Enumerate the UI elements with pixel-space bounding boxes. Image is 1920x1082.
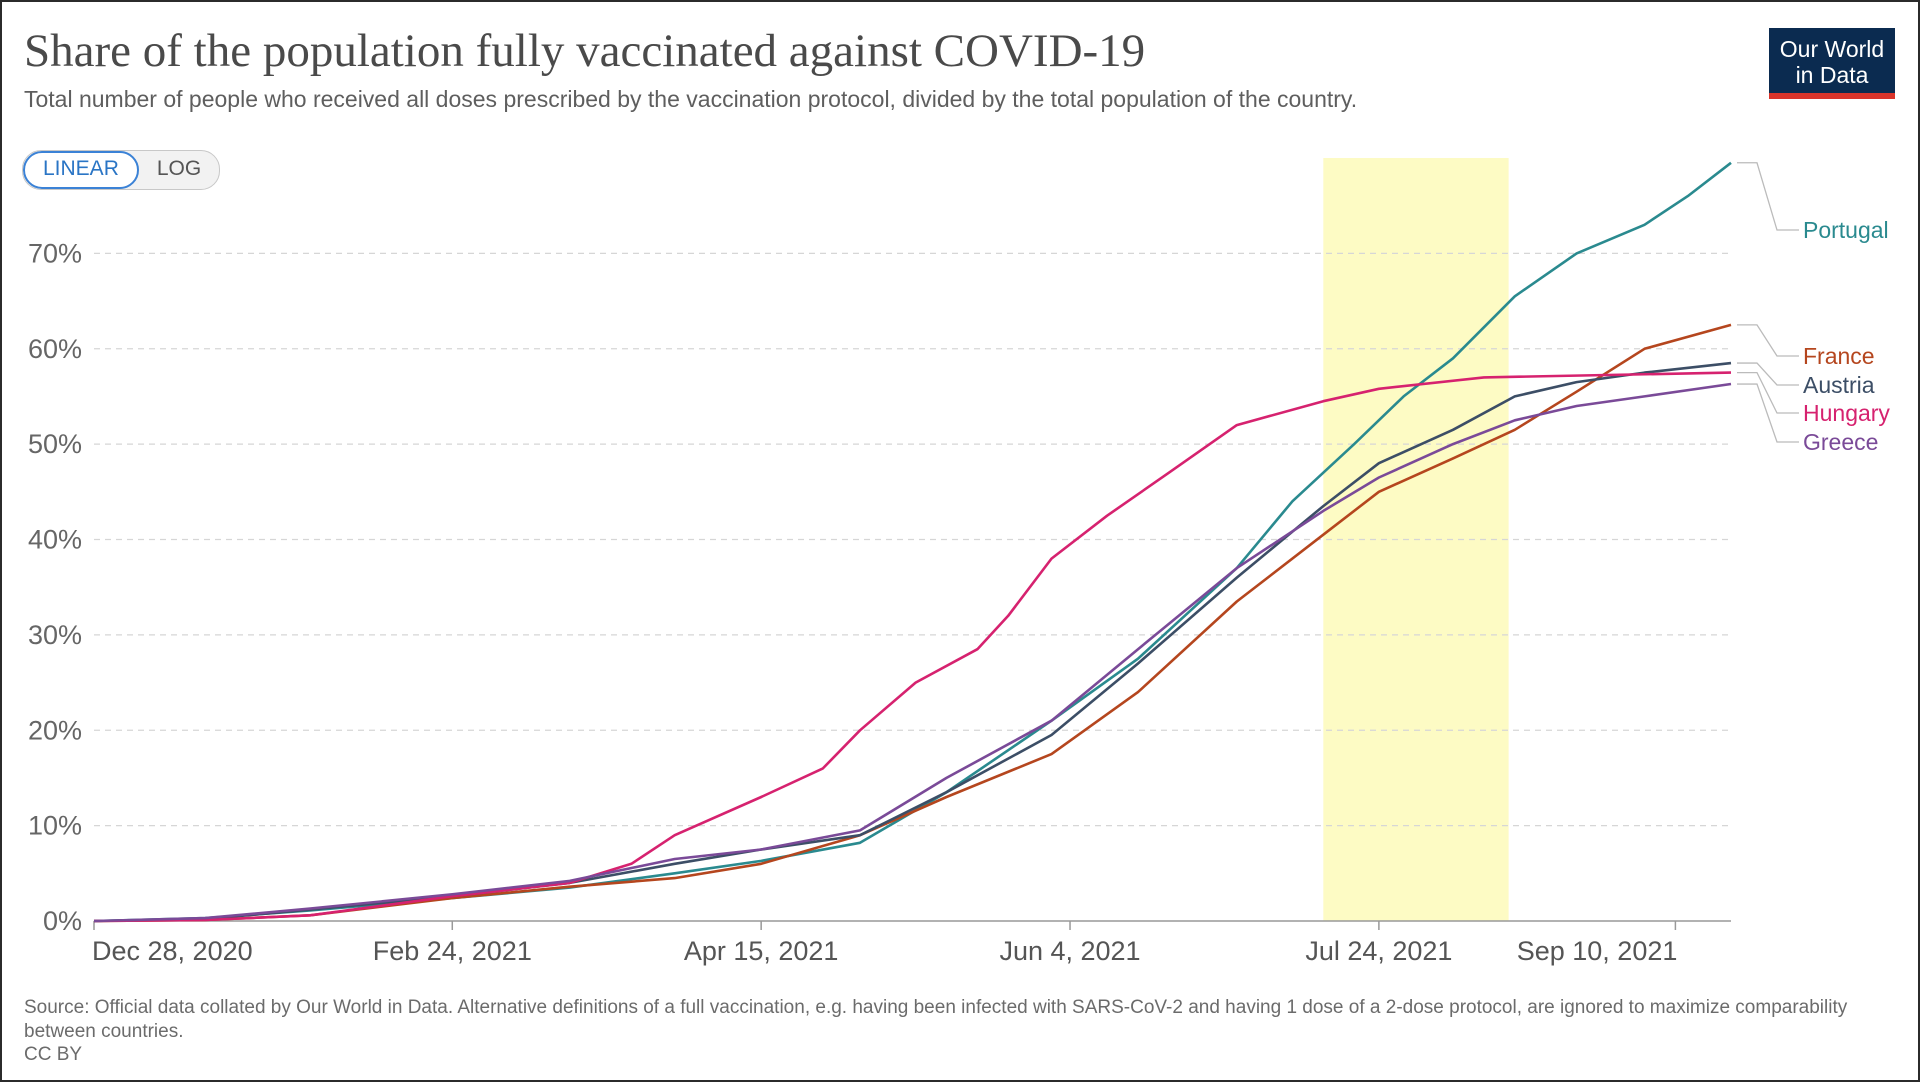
y-tick-label: 30% — [28, 620, 82, 650]
x-tick-label: Dec 28, 2020 — [92, 936, 253, 966]
chart-subtitle: Total number of people who received all … — [24, 86, 1358, 112]
series-label-portugal: Portugal — [1803, 217, 1889, 243]
series-line-hungary — [93, 371, 1732, 923]
logo-line-2: in Data — [1795, 62, 1869, 88]
scale-toggle: LINEAR LOG — [22, 150, 221, 190]
series-label-greece: Greece — [1803, 429, 1878, 455]
label-connector — [1737, 362, 1799, 386]
series-label-austria: Austria — [1803, 372, 1875, 398]
x-tick-label: Jun 4, 2021 — [999, 936, 1140, 966]
x-tick-label: Feb 24, 2021 — [373, 936, 532, 966]
y-tick-label: 50% — [28, 429, 82, 459]
label-connector — [1737, 383, 1799, 443]
linear-scale-button[interactable]: LINEAR — [23, 151, 139, 189]
x-tick-label: Sep 10, 2021 — [1517, 936, 1678, 966]
chart-title: Share of the population fully vaccinated… — [24, 25, 1146, 77]
x-tick-label: Apr 15, 2021 — [684, 936, 839, 966]
series-line-greece — [93, 382, 1732, 923]
owid-logo[interactable]: Our World in Data — [1769, 28, 1895, 99]
logo-line-1: Our World — [1779, 36, 1885, 62]
label-connector — [1737, 371, 1799, 414]
series-line-france — [93, 323, 1732, 923]
label-connector — [1737, 162, 1799, 231]
label-connector — [1737, 324, 1799, 357]
y-tick-label: 0% — [43, 906, 82, 936]
license-link[interactable]: CC BY — [24, 1044, 83, 1065]
y-tick-label: 70% — [28, 238, 82, 268]
y-tick-label: 40% — [28, 525, 82, 555]
source-note: Source: Official data collated by Our Wo… — [24, 997, 1848, 1042]
series-label-hungary: Hungary — [1803, 400, 1890, 426]
y-tick-label: 10% — [28, 811, 82, 841]
x-tick-label: Jul 24, 2021 — [1305, 936, 1452, 966]
series-label-france: France — [1803, 343, 1875, 369]
y-tick-label: 60% — [28, 334, 82, 364]
y-tick-label: 20% — [28, 715, 82, 745]
log-scale-button[interactable]: LOG — [156, 157, 202, 180]
